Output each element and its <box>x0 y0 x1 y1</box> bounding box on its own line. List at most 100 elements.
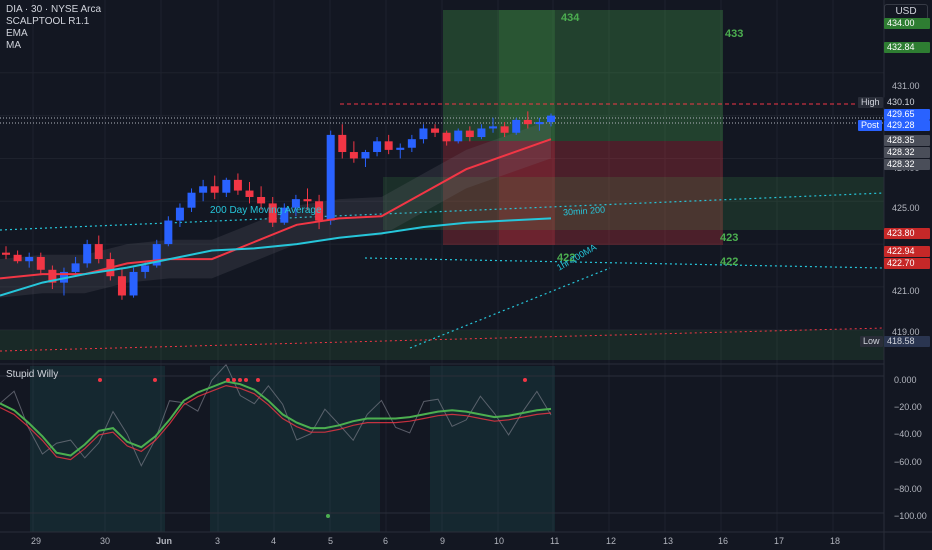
candle-body <box>477 128 486 138</box>
candle-body <box>291 199 300 208</box>
level-label-423: 423 <box>720 232 739 244</box>
loss-zone-inner <box>499 141 555 245</box>
symbol-title[interactable]: DIA · 30 · NYSE Arca <box>6 4 102 15</box>
candle-body <box>489 126 498 129</box>
candle-body <box>268 203 277 223</box>
candle-body <box>199 186 208 193</box>
candle-body <box>442 132 451 142</box>
candle-body <box>303 199 312 202</box>
osc-shade <box>30 366 100 532</box>
time-axis-label: Jun <box>156 536 173 546</box>
candle-body <box>512 119 521 133</box>
osc-marker <box>226 378 230 382</box>
price-tag-high: 430.10 <box>884 97 930 108</box>
time-axis-label: 4 <box>271 536 277 546</box>
trend-lines <box>0 103 885 352</box>
candle-body <box>71 263 80 272</box>
price-axis-label: 431.00 <box>892 81 920 91</box>
demand-zone <box>0 330 884 360</box>
price-tag-low: 418.58 <box>884 336 930 347</box>
chart-legend: DIA · 30 · NYSE Arca SCALPTOOL R1.1 EMA … <box>6 4 101 52</box>
candle-body <box>396 147 405 150</box>
grid-lines <box>0 0 884 532</box>
indicator-ema[interactable]: EMA <box>6 28 28 39</box>
candle-body <box>222 179 231 193</box>
candle-body <box>13 254 22 262</box>
oscillator-panel <box>0 363 884 532</box>
candle-body <box>407 139 416 148</box>
profit-zone <box>443 10 723 141</box>
candle-body <box>48 269 57 283</box>
osc-shade <box>210 366 320 532</box>
indicator-ma[interactable]: MA <box>6 40 21 51</box>
candle-body <box>465 130 474 138</box>
time-axis-label: 17 <box>774 536 785 546</box>
loss-zone <box>443 141 723 245</box>
candle-body <box>164 220 173 245</box>
osc-axis-label: −20.00 <box>894 402 922 412</box>
price-tag-last: 429.65 <box>884 109 930 120</box>
osc-marker <box>244 378 248 382</box>
time-axis-label: 16 <box>718 536 729 546</box>
level-label-434: 434 <box>561 12 580 24</box>
candle-body <box>257 196 266 204</box>
level-label-433: 433 <box>725 28 744 40</box>
time-axis-label: 10 <box>494 536 505 546</box>
candle-body <box>25 256 34 262</box>
candle-body <box>129 271 138 296</box>
price-tag-value: 428.32 <box>884 159 930 170</box>
price-tag-value: 428.32 <box>884 147 930 158</box>
osc-marker <box>232 378 236 382</box>
candle-body <box>141 265 150 272</box>
time-axis-label: 9 <box>440 536 446 546</box>
candle-body <box>210 186 219 193</box>
candle-body <box>535 122 544 125</box>
osc-shade <box>100 366 165 532</box>
osc-marker <box>256 378 260 382</box>
price-tag-value: 423.80 <box>884 228 930 239</box>
osc-axis-label: 0.000 <box>894 375 917 385</box>
candle-body <box>373 141 382 153</box>
candle-body <box>338 134 347 153</box>
candle-body <box>83 244 92 264</box>
price-axis-label: 421.00 <box>892 286 920 296</box>
candle-body <box>233 179 242 191</box>
osc-axis-label: −40.00 <box>894 429 922 439</box>
time-axis-label: 12 <box>606 536 617 546</box>
price-tag-value: 428.35 <box>884 135 930 146</box>
trend-line-1hr <box>409 267 611 349</box>
candle-body <box>419 128 428 140</box>
osc-shade <box>430 366 555 532</box>
annotation-200-day-ma[interactable]: 200 Day Moving Average <box>210 205 322 216</box>
moving-average-lines <box>0 138 552 297</box>
candle-body <box>187 192 196 208</box>
osc-axis-label: −100.00 <box>894 511 927 521</box>
trend-line-422 <box>364 257 885 269</box>
ema-ribbon <box>0 119 551 298</box>
candle-body <box>117 276 126 296</box>
high-label: High <box>858 97 883 108</box>
time-axis-label: 18 <box>830 536 841 546</box>
candle-body <box>280 207 289 223</box>
candle-body <box>36 256 45 270</box>
time-axis-label: 5 <box>328 536 334 546</box>
ema-band <box>0 119 551 298</box>
time-axis-label: 11 <box>550 536 560 546</box>
time-axis-label: 30 <box>100 536 111 546</box>
time-axis-label: 3 <box>215 536 221 546</box>
level-label-422: 422 <box>720 256 739 268</box>
price-tag-432: 432.84 <box>884 42 930 53</box>
candle-body <box>2 252 10 255</box>
candle-body <box>245 190 254 197</box>
oscillator-title[interactable]: Stupid Willy <box>6 369 59 380</box>
candle-body <box>326 134 335 221</box>
profit-zone-inner <box>499 10 555 141</box>
indicator-scalptool[interactable]: SCALPTOOL R1.1 <box>6 16 90 27</box>
candle-body <box>384 141 393 150</box>
osc-fast-line <box>0 363 552 467</box>
candle-body <box>349 152 358 159</box>
position-zones <box>0 10 884 360</box>
osc-shade <box>320 366 380 532</box>
candle-body <box>523 119 532 125</box>
